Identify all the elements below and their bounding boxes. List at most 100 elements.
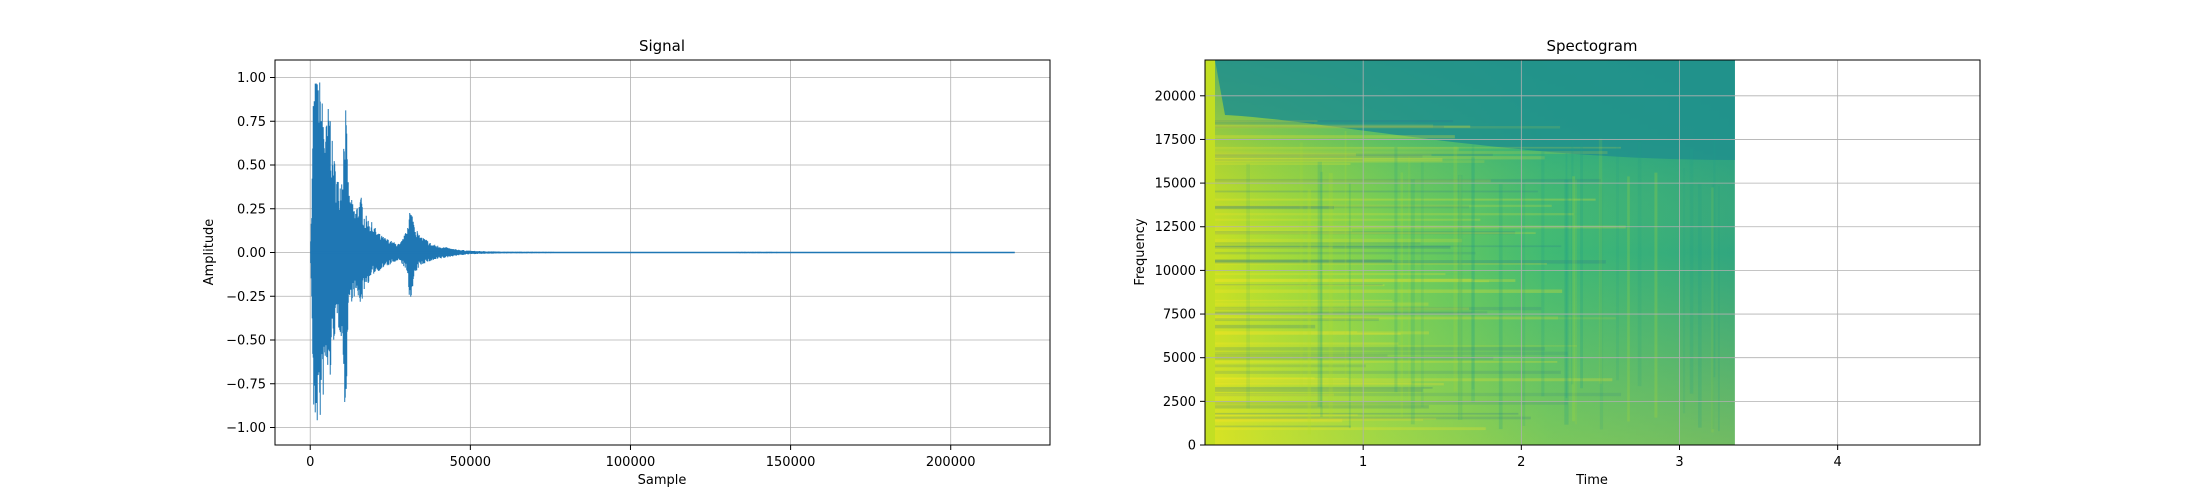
spectrogram-texture: [1205, 125, 1444, 129]
spectrogram-texture: [1205, 232, 1536, 234]
signal-plot: [310, 82, 1015, 421]
spectrogram-texture: [1713, 132, 1716, 378]
spectrogram-texture: [1205, 124, 1434, 128]
spectrogram-texture: [1205, 245, 1451, 249]
spectrogram-texture: [1205, 204, 1552, 207]
spectrogram-texture: [1205, 361, 1558, 363]
spectrogram-texture: [1205, 218, 1481, 221]
spectrogram-texture: [1205, 205, 1470, 209]
spectrogram-texture: [1205, 317, 1379, 322]
spectrogram-texture: [1205, 153, 1493, 156]
spectrogram-texture: [1205, 377, 1315, 380]
spectrogram-texture: [1574, 179, 1577, 425]
spectrogram-texture: [1205, 425, 1351, 428]
spectrogram-texture: [1471, 157, 1475, 403]
spectrogram-texture: [1205, 205, 1334, 210]
spectrogram-texture: [1348, 183, 1351, 429]
spectrogram-texture: [1205, 263, 1547, 265]
spectrogram-texture: [1299, 142, 1303, 388]
spectrogram-texture: [1205, 377, 1348, 380]
signal-xtick-label: 0: [306, 455, 314, 470]
spectrogram-texture: [1317, 161, 1322, 407]
signal-ylabel: Amplitude: [202, 219, 217, 286]
spectrogram-xtick-label: 3: [1675, 455, 1683, 470]
spectrogram-texture: [1572, 176, 1575, 422]
spectrogram-texture: [1205, 311, 1488, 314]
spectrogram-texture: [1458, 175, 1462, 421]
spectrogram-texture: [1205, 245, 1562, 248]
spectrogram-texture: [1400, 172, 1404, 418]
signal-ytick-label: −1.00: [226, 421, 266, 436]
spectrogram-ylabel: Frequency: [1133, 218, 1148, 285]
spectrogram-texture: [1205, 147, 1459, 151]
spectrogram-texture: [1205, 126, 1561, 129]
spectrogram-texture: [1205, 427, 1486, 431]
spectrogram-ytick-label: 5000: [1163, 351, 1196, 366]
spectrogram-ytick-label: 15000: [1155, 177, 1196, 192]
spectrogram-texture: [1205, 307, 1469, 310]
spectrogram-texture: [1205, 284, 1383, 286]
signal-axes: 0 50000 100000 150000 200000 −1.00 −0.75 −0.50…: [202, 37, 1051, 488]
spectrogram-texture: [1711, 183, 1715, 429]
spectrogram-texture: [1205, 160, 1485, 163]
signal-ytick-label: 0.25: [237, 202, 266, 217]
signal-xtick-label: 100000: [606, 455, 656, 470]
spectrogram-texture: [1205, 417, 1437, 420]
spectrogram-axes-frame: [1204, 59, 1981, 446]
spectrogram-onset: [1205, 60, 1215, 445]
spectrogram-texture: [1599, 184, 1604, 430]
spectrogram-texture: [1407, 156, 1411, 402]
spectrogram-texture: [1205, 251, 1476, 255]
signal-title: Signal: [639, 37, 685, 55]
spectrogram-title: Spectogram: [1546, 37, 1637, 55]
spectrogram-texture: [1205, 405, 1429, 409]
spectrogram-texture: [1205, 278, 1473, 281]
spectrogram-texture: [1205, 229, 1352, 232]
spectrogram-texture: [1205, 154, 1432, 157]
spectrogram-texture: [1205, 120, 1318, 122]
spectrogram-texture: [1394, 147, 1398, 393]
spectrogram-texture: [1205, 284, 1385, 287]
spectrogram-texture: [1205, 331, 1429, 335]
signal-xticks: 0 50000 100000 150000 200000: [306, 445, 976, 470]
spectrogram-texture: [1654, 172, 1658, 418]
spectrogram-high-band: [1215, 60, 1735, 160]
spectrogram-texture: [1205, 146, 1622, 149]
spectrogram-texture: [1205, 125, 1471, 128]
spectrogram-texture: [1205, 260, 1606, 264]
spectrogram-texture: [1637, 141, 1642, 387]
spectrogram-xtick-label: 2: [1517, 455, 1525, 470]
spectrogram-texture: [1682, 168, 1686, 414]
spectrogram-texture: [1410, 179, 1415, 425]
spectrogram-texture: [1689, 148, 1694, 394]
spectrogram-texture: [1205, 414, 1358, 416]
spectrogram-texture: [1205, 418, 1343, 423]
spectrogram-texture: [1565, 153, 1568, 399]
spectrogram-texture: [1205, 151, 1608, 154]
spectrogram-texture: [1205, 178, 1601, 182]
spectrogram-texture: [1205, 273, 1446, 276]
spectrogram-texture: [1205, 370, 1561, 374]
spectrogram-ytick-label: 10000: [1155, 264, 1196, 279]
spectrogram-texture: [1205, 190, 1538, 193]
spectrogram-texture: [1205, 347, 1545, 351]
spectrogram-texture: [1205, 378, 1613, 382]
spectrogram-xticks: 1 2 3 4: [1359, 445, 1842, 470]
spectrogram-texture: [1205, 163, 1351, 165]
spectrogram-axes: 1 2 3 4 0 2500 5000 7500 10000 12500 15000 17500 20…: [1133, 37, 1981, 488]
spectrogram-texture: [1205, 388, 1423, 392]
spectrogram-texture: [1307, 189, 1311, 435]
spectrogram-texture: [1205, 246, 1333, 249]
spectrogram-texture: [1205, 412, 1519, 415]
spectrogram-xtick-label: 4: [1834, 455, 1842, 470]
spectrogram-ytick-label: 12500: [1155, 220, 1196, 235]
spectrogram-texture: [1205, 401, 1568, 405]
spectrogram-texture: [1205, 238, 1463, 243]
spectrogram-ytick-label: 17500: [1155, 133, 1196, 148]
signal-xtick-label: 150000: [766, 455, 816, 470]
signal-xtick-label: 50000: [450, 455, 491, 470]
spectrogram-texture: [1580, 143, 1583, 389]
spectrogram-texture: [1205, 289, 1563, 293]
spectrogram-texture: [1453, 146, 1458, 392]
